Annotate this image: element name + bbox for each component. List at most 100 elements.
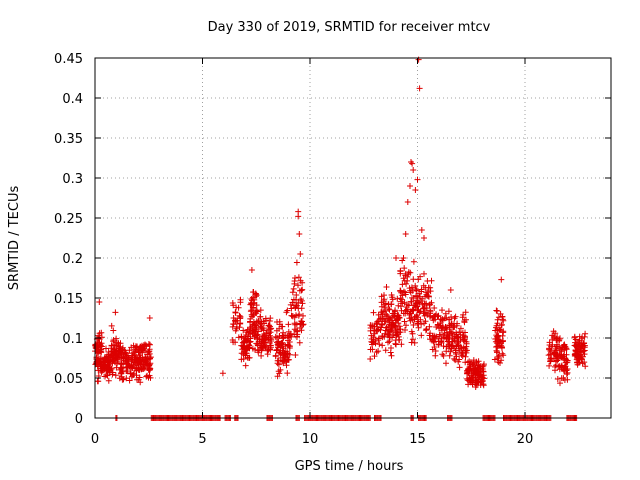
data-point	[240, 342, 247, 349]
data-point	[410, 322, 417, 328]
data-point	[494, 327, 501, 334]
data-point	[427, 288, 434, 295]
data-point	[385, 315, 392, 322]
data-point	[287, 343, 293, 350]
data-point	[421, 270, 427, 277]
data-point	[233, 304, 240, 311]
data-point	[109, 369, 116, 376]
data-point	[581, 340, 587, 347]
data-point	[418, 286, 425, 293]
data-point	[136, 354, 143, 361]
y-axis-label: SRMTID / TECUs	[7, 186, 22, 291]
data-point	[110, 327, 117, 334]
data-point	[448, 345, 455, 352]
data-point	[254, 342, 261, 349]
data-point	[545, 352, 552, 359]
data-point	[108, 365, 115, 372]
data-point	[240, 356, 247, 362]
data-point	[494, 349, 500, 356]
data-point	[413, 286, 419, 293]
data-point	[427, 336, 434, 343]
data-point	[404, 308, 411, 315]
y-tick-label: 0.3	[62, 172, 83, 187]
data-point	[272, 352, 279, 359]
data-point	[275, 368, 282, 375]
data-point	[263, 343, 270, 350]
data-point-outlier	[409, 160, 416, 167]
data-point	[117, 349, 124, 355]
data-point	[398, 341, 405, 348]
x-tick-label: 20	[517, 432, 534, 447]
data-point	[464, 370, 471, 377]
data-point	[493, 324, 499, 331]
data-point	[386, 321, 393, 328]
data-point-outlier	[416, 85, 423, 92]
data-point	[563, 371, 570, 378]
data-point	[280, 351, 287, 358]
data-point	[370, 309, 377, 316]
data-point	[561, 367, 567, 374]
data-point	[293, 259, 300, 266]
data-point	[372, 336, 379, 343]
data-point	[105, 377, 112, 384]
data-point	[459, 314, 466, 321]
data-point	[108, 345, 115, 352]
data-point	[285, 337, 291, 344]
data-point	[299, 322, 306, 328]
data-point	[373, 349, 380, 356]
data-point	[563, 346, 570, 353]
data-point	[571, 353, 578, 359]
data-point	[233, 323, 240, 330]
data-point	[274, 357, 281, 364]
y-tick-label: 0.2	[62, 252, 83, 267]
data-point	[130, 342, 137, 349]
data-point	[420, 282, 427, 289]
data-point	[117, 365, 124, 371]
data-point	[407, 310, 414, 317]
data-point	[267, 346, 274, 353]
data-point	[369, 339, 376, 346]
data-point	[290, 285, 297, 292]
x-axis-label: GPS time / hours	[295, 459, 404, 474]
data-point	[234, 317, 241, 324]
data-point	[279, 339, 286, 346]
data-point	[123, 353, 130, 360]
data-point	[555, 356, 562, 362]
data-point	[442, 310, 449, 317]
data-point	[430, 317, 437, 324]
data-point	[467, 363, 474, 370]
data-point	[240, 327, 247, 334]
data-point	[421, 320, 428, 327]
data-point-outlier	[402, 231, 409, 237]
data-point	[250, 289, 257, 295]
data-point	[265, 336, 272, 343]
data-point	[410, 258, 417, 265]
data-point	[98, 349, 105, 356]
data-point	[495, 353, 502, 360]
data-point	[401, 318, 408, 325]
data-point	[411, 339, 418, 346]
y-tick-label: 0.45	[54, 52, 83, 67]
data-point	[376, 341, 383, 348]
data-point	[238, 334, 245, 341]
data-point	[276, 340, 283, 347]
data-point	[418, 332, 425, 339]
data-point	[402, 289, 409, 296]
data-point	[480, 362, 487, 369]
data-point	[232, 339, 239, 346]
data-point	[276, 333, 283, 339]
data-point	[137, 361, 144, 368]
data-point	[98, 334, 105, 341]
data-point	[402, 327, 408, 333]
data-point	[264, 351, 271, 358]
data-point	[141, 343, 148, 350]
data-point	[574, 359, 580, 366]
data-point	[145, 349, 152, 356]
data-point	[258, 326, 265, 333]
grid	[95, 58, 611, 418]
data-point	[500, 317, 507, 324]
data-point	[277, 354, 284, 361]
chart-title: Day 330 of 2019, SRMTID for receiver mtc…	[208, 20, 491, 35]
data-point	[401, 265, 408, 272]
data-point	[451, 345, 458, 351]
